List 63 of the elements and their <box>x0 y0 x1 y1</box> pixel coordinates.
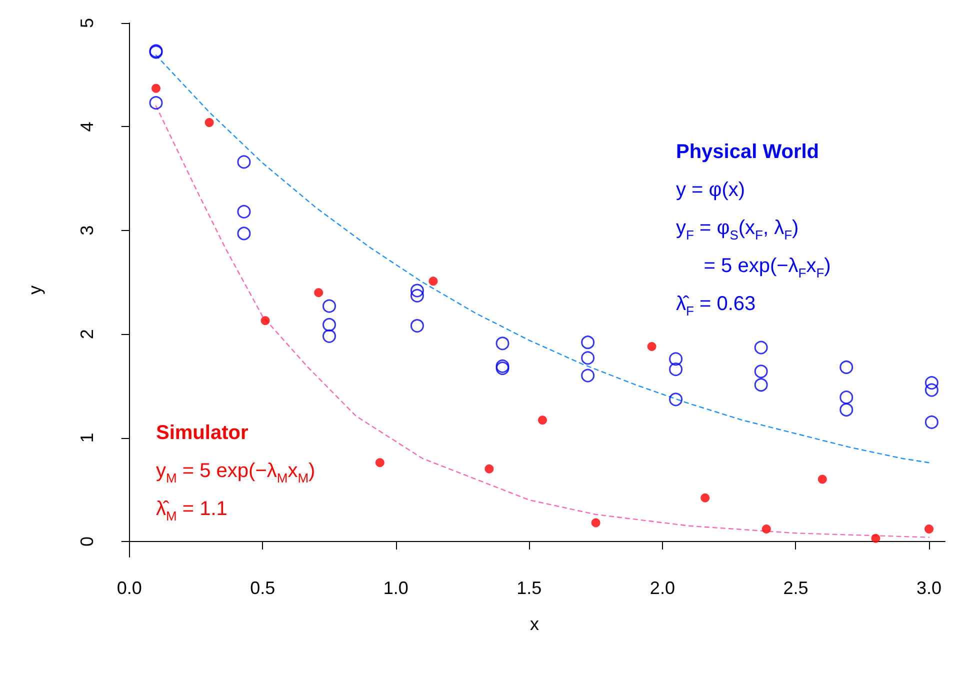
x-tick-label: 3.0 <box>916 578 942 598</box>
point <box>840 390 854 404</box>
point <box>496 359 510 373</box>
point <box>410 319 424 333</box>
point <box>496 362 510 376</box>
point <box>322 318 336 332</box>
y-axis-title: y <box>25 286 45 294</box>
text: Simulator <box>156 422 248 444</box>
point <box>591 518 600 528</box>
point <box>204 118 214 128</box>
line-series <box>155 54 930 464</box>
point <box>375 458 384 468</box>
y-tick-label: 0 <box>77 536 97 546</box>
y-tick-label: 5 <box>77 18 97 28</box>
x-tick-label: 1.5 <box>516 578 542 598</box>
point <box>647 342 656 352</box>
point <box>322 329 336 343</box>
point <box>410 284 424 298</box>
point <box>924 383 938 397</box>
x-tick-label: 0.0 <box>116 578 142 598</box>
point <box>871 534 880 543</box>
point <box>840 403 854 417</box>
point <box>924 524 934 534</box>
point <box>428 276 438 286</box>
point <box>762 524 771 534</box>
point <box>581 351 595 365</box>
y-tick-label: 1 <box>77 432 97 443</box>
point <box>410 288 424 302</box>
point <box>669 352 683 366</box>
point <box>149 96 163 110</box>
line-series <box>155 105 930 538</box>
text: Physical World <box>676 141 820 163</box>
y-tick-label: 3 <box>77 225 97 236</box>
point <box>484 464 494 474</box>
point <box>496 336 510 350</box>
point <box>924 415 938 429</box>
annotation: y = φ(x) <box>676 179 746 201</box>
point <box>151 84 160 93</box>
x-tick-label: 1.0 <box>383 578 408 598</box>
point <box>840 360 854 374</box>
point <box>669 362 683 376</box>
x-tick-label: 0.5 <box>250 578 276 598</box>
point <box>754 340 768 354</box>
y-tick-label: 4 <box>77 122 97 132</box>
point <box>322 299 336 313</box>
point <box>314 288 324 298</box>
point <box>538 416 547 425</box>
x-axis-title: x <box>530 614 539 634</box>
point <box>700 493 710 502</box>
point <box>581 336 595 350</box>
point <box>581 368 595 382</box>
point <box>818 474 827 484</box>
x-tick-label: 2.5 <box>783 578 808 598</box>
y-tick-label: 2 <box>77 329 97 340</box>
point <box>754 378 768 392</box>
point <box>260 316 270 326</box>
point <box>754 364 768 378</box>
x-tick-label: 2.0 <box>650 578 675 598</box>
point <box>237 155 251 169</box>
point <box>669 392 683 406</box>
point <box>237 204 251 218</box>
point <box>237 226 251 240</box>
point <box>924 376 938 390</box>
